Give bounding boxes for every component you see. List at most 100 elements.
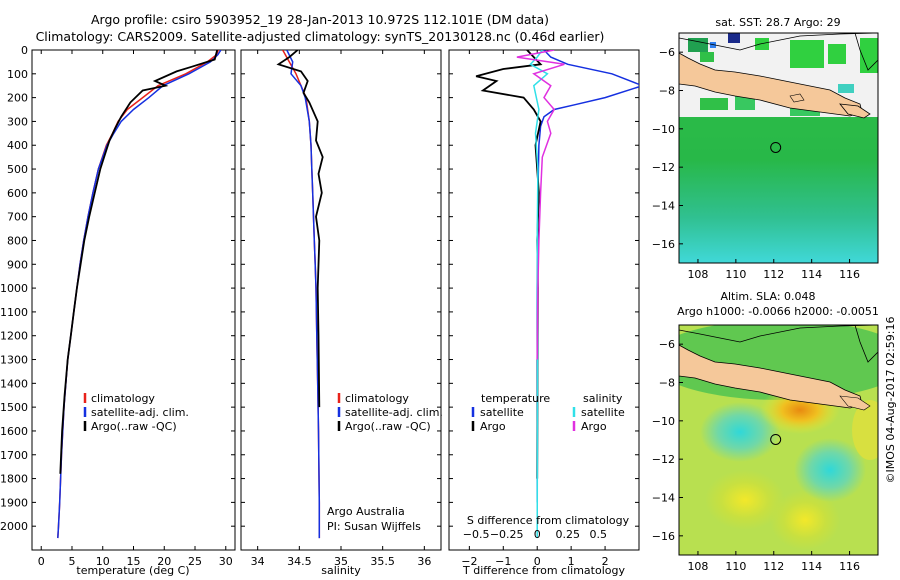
xtick-label: 20 [157,555,171,568]
map-ytick-label: −10 [652,123,675,136]
xtick-label: 36 [417,555,431,568]
xtick-label: 1 [568,555,575,568]
sla-map-title: Altim. SLA: 0.048 [720,290,815,303]
difference-xlabel-salinity: S difference from climatology [467,514,630,527]
map-xtick-label: 116 [839,560,860,573]
ytick-label: 100 [7,68,28,81]
map-ytick-label: −16 [652,530,675,543]
map-ytick-label: −6 [659,46,675,59]
ytick-label: 600 [7,187,28,200]
xtick-label: 35.5 [370,555,395,568]
difference-axes-frame [448,49,640,551]
ytick-label: 200 [7,92,28,105]
ytick-label: 400 [7,139,28,152]
ytick-label: 1100 [0,306,28,319]
xtick-label: 34 [251,555,265,568]
ytick-label: 1200 [0,330,28,343]
ytick-label: 1400 [0,377,28,390]
map-xtick-label: 110 [725,268,746,281]
xtick-label: 0 [534,555,541,568]
sst-map-title: sat. SST: 28.7 Argo: 29 [715,16,840,29]
legend-label: satellite-adj. clim. [91,406,189,419]
xtick-label: 2 [602,555,609,568]
sst-map-field [679,33,878,263]
ytick-label: 1500 [0,401,28,414]
ytick-label: 0 [21,44,28,57]
temperature-xlabel: temperature (deg C) [76,564,189,577]
ytick-label: 500 [7,163,28,176]
map-ytick-label: −10 [652,415,675,428]
sla-map-argo-location-marker [770,433,782,445]
sla-map-panel: Altim. SLA: 0.048 Argo h1000: -0.0066 h2… [652,290,879,573]
series-line-argo [59,50,219,474]
ytick-label: 1600 [0,425,28,438]
ytick-label: 800 [7,234,28,247]
xtick-label: −2 [461,555,477,568]
map-ytick-label: −12 [652,161,675,174]
ytick-label: 900 [7,258,28,271]
difference-legend: temperature salinitysatelliteArgosatellit… [471,392,625,433]
map-ytick-label: −14 [652,492,675,505]
series-line-s-argo [516,50,565,360]
java-land-sst [679,52,863,117]
salinity-xlabel: salinity [321,564,361,577]
ytick-label: 300 [7,115,28,128]
sla-map-field [679,325,878,555]
temperature-panel: 0100200300400500600700800900100011001200… [0,44,236,577]
sla-map-subtitle: Argo h1000: -0.0066 h2000: -0.0051 [677,305,879,318]
title-line-2: Climatology: CARS2009. Satellite-adjuste… [35,29,605,44]
series-line-argo [276,50,324,408]
imos-watermark: ©IMOS 04-Aug-2017 02:59:16 [884,317,897,484]
annotation-argo-australia: Argo Australia [327,505,405,518]
annotation-pi-name: PI: Susan Wijffels [327,520,421,533]
legend-label: Argo(..raw -QC) [345,420,431,433]
legend-label: Argo [581,420,607,433]
difference-xlabel-temperature: T difference from climatology [462,564,625,577]
ytick-label: 1900 [0,496,28,509]
map-xtick-label: 108 [687,268,708,281]
map-ytick-label: −12 [652,453,675,466]
map-ytick-label: −6 [659,338,675,351]
title-line-1: Argo profile: csiro 5903952_19 28-Jan-20… [90,12,549,27]
xtick-label: 34.5 [287,555,312,568]
xtick-label: 30 [219,555,233,568]
top-tick-label: −0.25 [490,528,524,541]
top-tick-label: 0.5 [590,528,608,541]
map-ytick-label: −14 [652,200,675,213]
legend-label: Argo [480,420,506,433]
top-tick-label: 0 [534,528,541,541]
sst-map-panel: sat. SST: 28.7 Argo: 29 108 110 112 114 116 −… [652,16,879,281]
top-tick-label: 0.25 [556,528,581,541]
map-xtick-label: 114 [801,560,822,573]
xtick-label: 35 [334,555,348,568]
legend-label: satellite [581,406,625,419]
legend-label: satellite [480,406,524,419]
ytick-label: 1000 [0,282,28,295]
map-xtick-label: 110 [725,560,746,573]
top-tick-label: −0.5 [463,528,490,541]
xtick-label: 0 [38,555,45,568]
series-line-s-satellite [529,50,549,539]
xtick-label: −1 [495,555,511,568]
xtick-label: 5 [68,555,75,568]
temperature-axes-frame [31,49,236,551]
series-line-satellite [286,50,321,539]
ytick-label: 1700 [0,449,28,462]
ytick-label: 2000 [0,520,28,533]
xtick-label: 10 [96,555,110,568]
ytick-label: 1800 [0,473,28,486]
legend-label: climatology [345,392,409,405]
legend-label: climatology [91,392,155,405]
map-xtick-label: 112 [763,268,784,281]
ytick-label: 700 [7,211,28,224]
java-land-sla [679,344,863,409]
salinity-panel: 34 34.5 35 35.5 36 salinity climatologysatel… [240,49,443,577]
sst-map-argo-location-marker [770,141,782,153]
map-xtick-label: 112 [763,560,784,573]
difference-panel: −2 −1 0 1 2 T difference from climatology S … [448,49,640,577]
xtick-label: 15 [127,555,141,568]
map-ytick-label: −16 [652,238,675,251]
